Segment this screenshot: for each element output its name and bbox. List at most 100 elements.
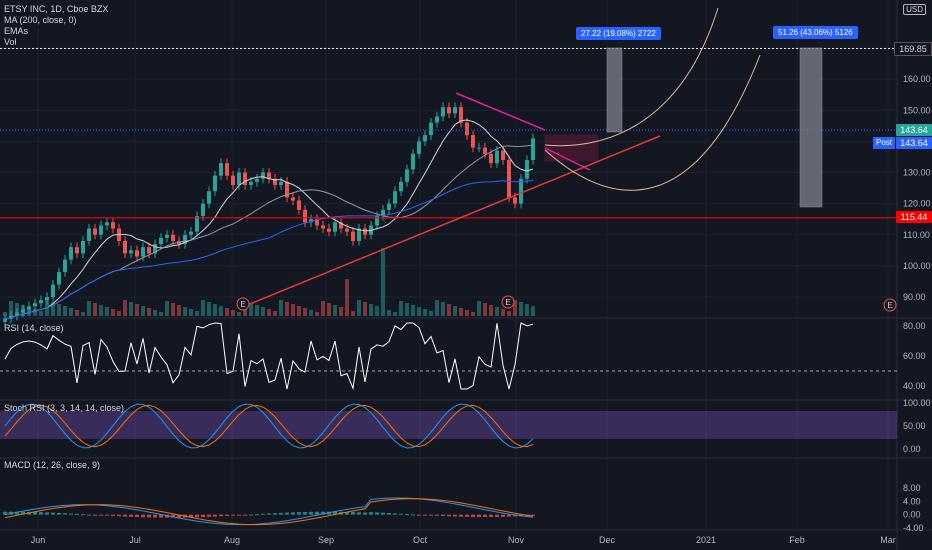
price-tick-label: 130.00 (903, 168, 931, 178)
macd-histogram-bar (399, 513, 403, 515)
candle-body (387, 203, 391, 210)
volume-bar (441, 302, 445, 316)
candle-body (51, 284, 55, 297)
volume-bar (123, 300, 127, 316)
volume-bar (393, 312, 397, 316)
macd-histogram-bar (129, 514, 133, 517)
macd-histogram-bar (99, 514, 103, 516)
macd-histogram-bar (483, 514, 487, 517)
volume-bar (165, 301, 169, 316)
macd-histogram-bar (231, 514, 235, 516)
macd-histogram-bar (303, 511, 307, 515)
macd-histogram-bar (489, 514, 493, 517)
macd-histogram-bar (291, 512, 295, 515)
measure-bar-1 (606, 47, 623, 133)
macd-histogram-bar (297, 512, 301, 515)
candle-body (153, 244, 157, 254)
macd-tick-label: 0.00 (903, 510, 921, 520)
candle-body (93, 228, 97, 235)
volume-bar (417, 307, 421, 316)
rsi-pane (0, 322, 897, 391)
earnings-marker (883, 298, 897, 312)
candle-body (441, 107, 445, 117)
macd-histogram-bar (477, 514, 481, 517)
candle-body (99, 225, 103, 235)
measure-callout-1: 27.22 (19.08%) 2722 (576, 27, 661, 40)
candle-body (435, 116, 439, 123)
volume-bar (279, 300, 283, 316)
legend-symbol[interactable]: ETSY INC, 1D, Cboe BZX (4, 4, 109, 14)
volume-bar (453, 306, 457, 316)
macd-label[interactable]: MACD (12, 26, close, 9) (4, 460, 101, 470)
candle-body (165, 234, 169, 238)
volume-bar (471, 312, 475, 316)
macd-histogram-bar (123, 514, 127, 517)
candle-body (357, 228, 361, 241)
macd-histogram-bar (495, 514, 499, 517)
macd-histogram-bar (435, 514, 439, 516)
volume-bar (477, 301, 481, 316)
currency-badge[interactable]: USD (903, 4, 926, 15)
macd-histogram-bar (369, 512, 373, 515)
macd-histogram-bar (387, 513, 391, 515)
volume-bar (237, 312, 241, 316)
macd-histogram-bar (441, 514, 445, 517)
candle-body (513, 197, 517, 204)
candle-body (405, 169, 409, 182)
stoch-band (0, 411, 897, 439)
candle-body (27, 306, 31, 310)
macd-tick-label: 4.00 (903, 496, 921, 506)
macd-histogram-bar (261, 513, 265, 515)
candle-body (231, 175, 235, 185)
volume-bar (3, 312, 7, 316)
volume-bar (75, 310, 79, 316)
candle-body (219, 163, 223, 176)
legend-emas[interactable]: EMAs (4, 26, 29, 36)
macd-histogram-bar (93, 514, 97, 516)
candle-body (195, 216, 199, 232)
volume-bar (507, 311, 511, 316)
volume-bar (525, 304, 529, 316)
macd-histogram-bar (501, 514, 505, 517)
macd-histogram-bar (447, 514, 451, 517)
macd-histogram-bar (207, 514, 211, 517)
candle-body (417, 141, 421, 154)
rsi-tick-label: 40.00 (903, 381, 926, 391)
macd-histogram-bar (153, 514, 157, 518)
volume-bar (399, 301, 403, 316)
macd-histogram-bar (45, 512, 49, 515)
stoch-label[interactable]: Stoch RSI (3, 3, 14, 14, close) (4, 403, 125, 413)
support-price-tag: 115.44 (896, 211, 932, 223)
volume-bar (381, 248, 385, 316)
legend-vol[interactable]: Vol (4, 37, 17, 47)
volume-bar (93, 303, 97, 316)
volume-bar (183, 307, 187, 316)
time-tick-label: Feb (789, 535, 805, 545)
volume-bar (9, 301, 13, 316)
volume-bar (105, 307, 109, 316)
candle-body (363, 228, 367, 235)
volume-bar (315, 312, 319, 316)
axes: 170.00160.00150.00140.00130.00120.00110.… (31, 43, 931, 545)
macd-tick-label: -4.00 (903, 523, 924, 533)
rsi-label[interactable]: RSI (14, close) (4, 323, 64, 333)
macd-histogram-bar (213, 514, 217, 517)
volume-bar (531, 306, 535, 316)
macd-histogram-bar (69, 513, 73, 515)
legend-ma[interactable]: MA (200, close, 0) (4, 15, 77, 25)
earnings-label: E (240, 300, 245, 309)
volume-bar (405, 303, 409, 316)
candle-body (327, 228, 331, 232)
macd-histogram-bar (111, 514, 115, 516)
candle-body (351, 231, 355, 241)
volume-bar (33, 309, 37, 316)
volume-bar (333, 305, 337, 316)
candle-body (255, 178, 259, 182)
candle-body (129, 250, 133, 254)
macd-histogram-bar (531, 514, 535, 516)
candle-body (105, 222, 109, 226)
volume-bar (357, 300, 361, 316)
volume-bar (51, 302, 55, 316)
legend: ETSY INC, 1D, Cboe BZX MA (200, close, 0… (4, 4, 108, 48)
